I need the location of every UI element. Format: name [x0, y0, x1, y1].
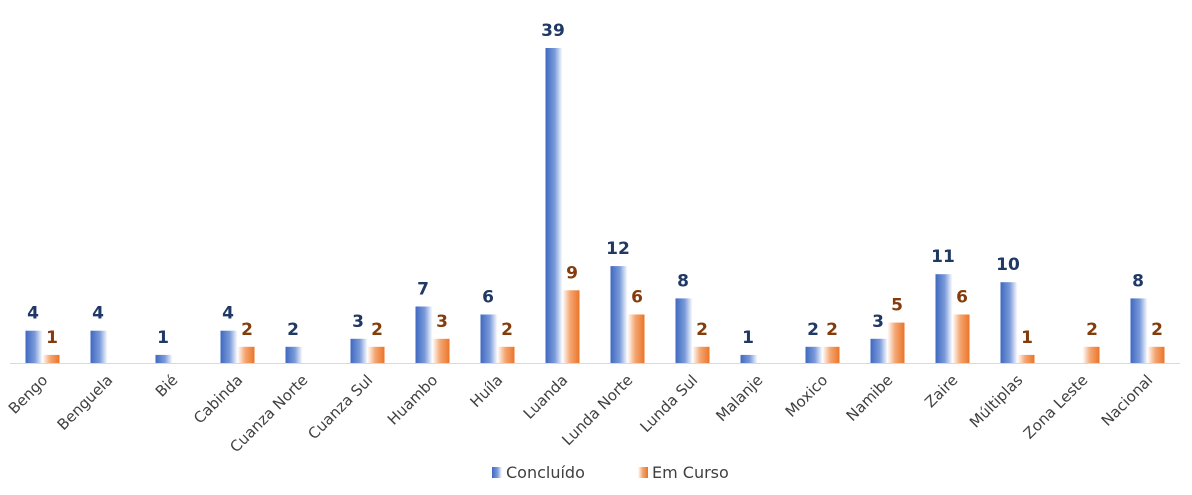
value-label-concluido-bie: 1	[157, 328, 169, 348]
value-label-concluido-zaire: 11	[931, 247, 955, 267]
value-label-em-curso-huila: 2	[501, 320, 513, 340]
bar-concluido-cuanza-sul	[350, 338, 368, 363]
category-label-huila: Huíla	[466, 371, 506, 411]
bar-em-curso-cuanza-sul	[367, 346, 385, 363]
value-label-em-curso-multiplas: 1	[1021, 328, 1033, 348]
bar-concluido-bengo	[25, 330, 43, 363]
category-label-moxico: Moxico	[782, 371, 832, 421]
bar-concluido-namibe	[870, 338, 888, 363]
bar-concluido-nacional	[1130, 298, 1148, 363]
bar-concluido-cabinda	[220, 330, 238, 363]
value-label-concluido-huila: 6	[482, 288, 494, 308]
category-label-zona-leste: Zona Leste	[1020, 371, 1092, 443]
bar-concluido-malanje	[740, 354, 758, 363]
bar-em-curso-bengo	[42, 354, 60, 363]
value-label-concluido-cuanza-sul: 3	[352, 312, 364, 332]
legend-label-em-curso: Em Curso	[652, 463, 729, 482]
category-label-lunda-sul: Lunda Sul	[636, 371, 701, 436]
category-label-cabinda: Cabinda	[190, 371, 246, 427]
bar-em-curso-zaire	[952, 314, 970, 363]
bar-em-curso-cabinda	[237, 346, 255, 363]
value-label-concluido-benguela: 4	[92, 304, 104, 324]
value-label-concluido-lunda-sul: 8	[677, 271, 689, 291]
bar-concluido-lunda-norte	[610, 266, 628, 363]
bar-concluido-cuanza-norte	[285, 346, 303, 363]
bar-em-curso-nacional	[1147, 346, 1165, 363]
value-label-em-curso-lunda-norte: 6	[631, 288, 643, 308]
value-label-em-curso-luanda: 9	[566, 263, 578, 283]
legend: Concluído Em Curso	[492, 463, 729, 482]
value-label-em-curso-lunda-sul: 2	[696, 320, 708, 340]
value-label-em-curso-namibe: 5	[891, 296, 903, 316]
value-label-concluido-bengo: 4	[27, 304, 39, 324]
value-label-concluido-nacional: 8	[1132, 271, 1144, 291]
category-label-cuanza-sul: Cuanza Sul	[304, 371, 376, 443]
value-label-concluido-multiplas: 10	[996, 255, 1020, 275]
legend-swatch-em-curso	[638, 467, 648, 478]
value-label-em-curso-huambo: 3	[436, 312, 448, 332]
category-label-benguela: Benguela	[54, 371, 117, 434]
bar-em-curso-huila	[497, 346, 515, 363]
bar-concluido-bie	[155, 354, 173, 363]
value-label-concluido-luanda: 39	[541, 21, 565, 41]
category-label-huambo: Huambo	[384, 371, 441, 428]
value-label-em-curso-zona-leste: 2	[1086, 320, 1098, 340]
bar-concluido-huila	[480, 314, 498, 363]
value-label-concluido-namibe: 3	[872, 312, 884, 332]
value-label-em-curso-nacional: 2	[1151, 320, 1163, 340]
value-label-em-curso-zaire: 6	[956, 288, 968, 308]
category-label-namibe: Namibe	[843, 371, 897, 425]
bar-concluido-moxico	[805, 346, 823, 363]
value-label-concluido-cuanza-norte: 2	[287, 320, 299, 340]
category-label-malanje: Malanje	[712, 371, 766, 425]
bar-em-curso-lunda-sul	[692, 346, 710, 363]
category-label-bie: Bié	[152, 371, 181, 400]
bar-concluido-luanda	[545, 48, 563, 363]
bar-em-curso-multiplas	[1017, 354, 1035, 363]
category-label-bengo: Bengo	[5, 371, 51, 417]
category-label-luanda: Luanda	[520, 371, 572, 423]
bar-em-curso-zona-leste	[1082, 346, 1100, 363]
bar-em-curso-lunda-norte	[627, 314, 645, 363]
legend-swatch-concluido	[492, 467, 502, 478]
bar-em-curso-huambo	[432, 338, 450, 363]
value-label-concluido-moxico: 2	[807, 320, 819, 340]
category-label-zaire: Zaire	[921, 371, 961, 411]
legend-label-concluido: Concluído	[506, 463, 585, 482]
bars-layer	[25, 48, 1165, 363]
bar-concluido-multiplas	[1000, 282, 1018, 363]
value-label-em-curso-cuanza-sul: 2	[371, 320, 383, 340]
bar-concluido-benguela	[90, 330, 108, 363]
bar-concluido-lunda-sul	[675, 298, 693, 363]
bar-concluido-zaire	[935, 274, 953, 363]
value-label-em-curso-cabinda: 2	[241, 320, 253, 340]
value-label-concluido-lunda-norte: 12	[606, 239, 630, 259]
category-label-multiplas: Múltiplas	[966, 371, 1026, 431]
category-label-nacional: Nacional	[1098, 371, 1157, 430]
bar-em-curso-moxico	[822, 346, 840, 363]
value-label-em-curso-moxico: 2	[826, 320, 838, 340]
bar-em-curso-namibe	[887, 322, 905, 363]
value-label-concluido-cabinda: 4	[222, 304, 234, 324]
bar-concluido-huambo	[415, 306, 433, 363]
value-label-concluido-huambo: 7	[417, 280, 429, 300]
value-label-em-curso-bengo: 1	[46, 328, 58, 348]
value-label-concluido-malanje: 1	[742, 328, 754, 348]
bar-em-curso-luanda	[562, 290, 580, 363]
